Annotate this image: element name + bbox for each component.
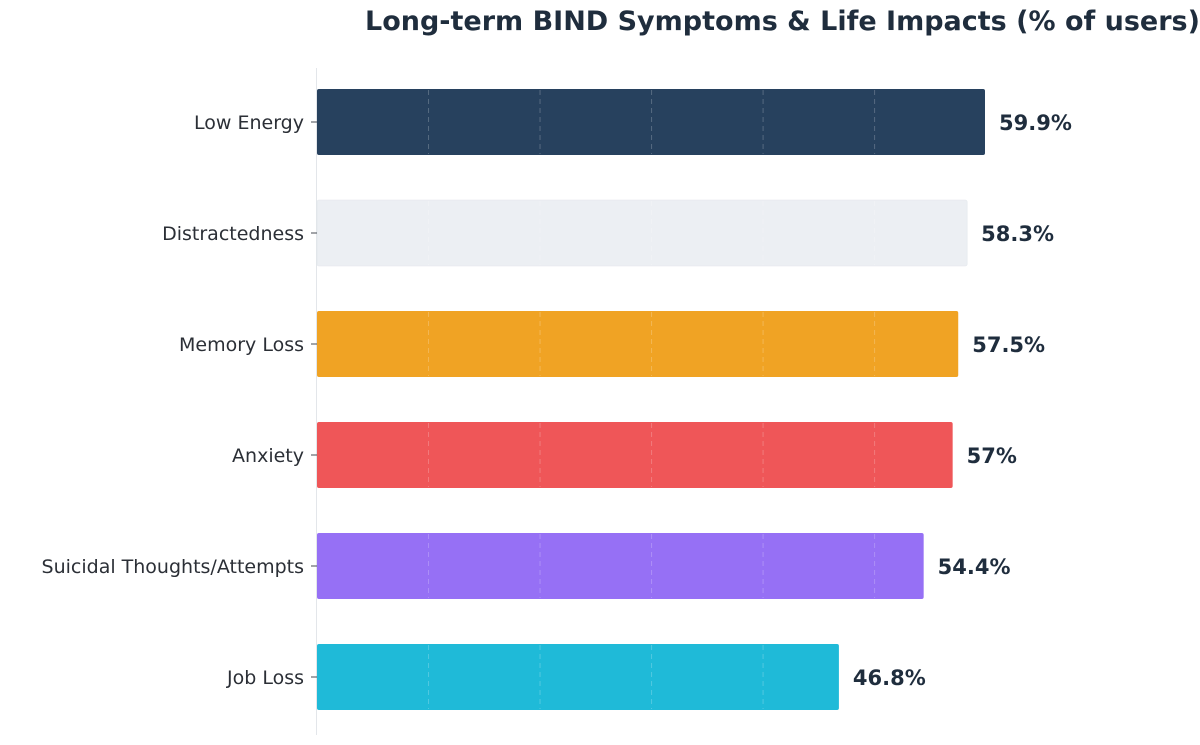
data-label: 57.5% [972, 333, 1045, 357]
category-label: Low Energy [194, 112, 304, 134]
data-label: 59.9% [999, 111, 1072, 135]
bar [317, 422, 953, 488]
bar [316, 199, 968, 267]
category-label: Memory Loss [179, 334, 304, 356]
chart-title: Long-term BIND Symptoms & Life Impacts (… [365, 6, 1200, 37]
category-label: Suicidal Thoughts/Attempts [42, 556, 304, 578]
category-label: Distractedness [162, 223, 304, 245]
data-label: 46.8% [853, 666, 926, 690]
data-label: 54.4% [938, 555, 1011, 579]
bar [317, 644, 839, 710]
data-label: 58.3% [981, 222, 1054, 246]
bar [317, 89, 985, 155]
category-label: Anxiety [232, 445, 304, 467]
bar [317, 311, 959, 377]
category-label: Job Loss [226, 667, 304, 689]
bar [317, 533, 924, 599]
data-label: 57% [967, 444, 1017, 468]
